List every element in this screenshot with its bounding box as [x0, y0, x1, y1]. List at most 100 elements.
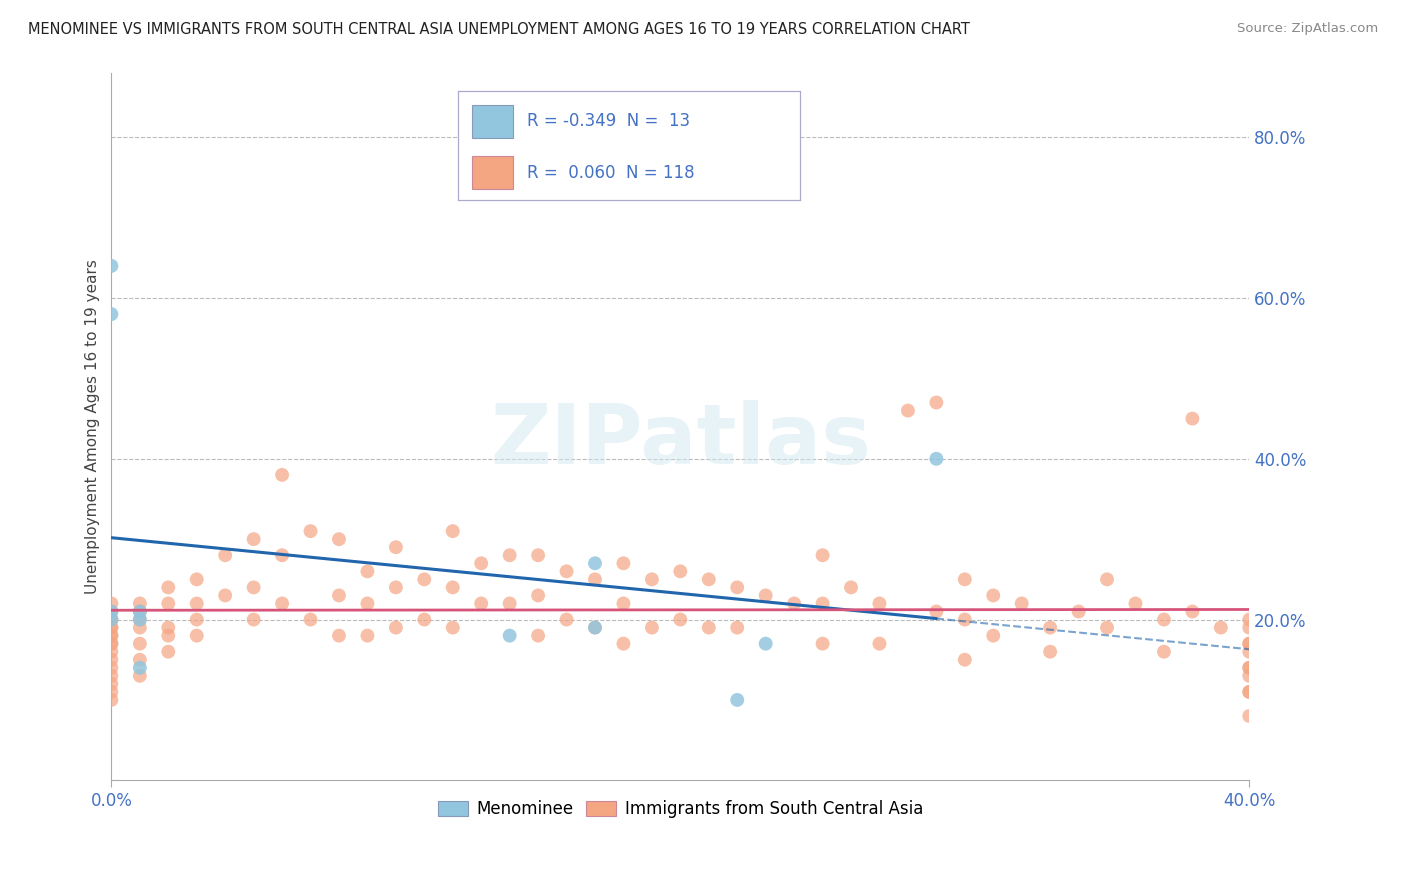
Point [981, 589, 1004, 603]
Point [100, 629, 122, 643]
Point [953, 613, 976, 627]
Point [157, 629, 180, 643]
Point [1209, 621, 1232, 635]
Point [385, 540, 408, 554]
Point [669, 564, 692, 578]
Point [100, 621, 122, 635]
Text: Source: ZipAtlas.com: Source: ZipAtlas.com [1237, 22, 1378, 36]
Point [128, 613, 150, 627]
Point [441, 581, 464, 595]
Text: MENOMINEE VS IMMIGRANTS FROM SOUTH CENTRAL ASIA UNEMPLOYMENT AMONG AGES 16 TO 19: MENOMINEE VS IMMIGRANTS FROM SOUTH CENTR… [28, 22, 970, 37]
Point [328, 532, 350, 546]
Point [1239, 685, 1261, 699]
Point [555, 613, 578, 627]
Point [869, 637, 891, 651]
Point [1239, 637, 1261, 651]
Point [271, 597, 294, 611]
Point [100, 637, 122, 651]
Point [242, 581, 264, 595]
Point [157, 597, 180, 611]
Point [1239, 661, 1261, 675]
Point [100, 613, 122, 627]
Point [1153, 645, 1175, 659]
Point [100, 621, 122, 635]
Point [612, 637, 634, 651]
Point [697, 573, 720, 587]
Point [441, 524, 464, 538]
Point [1181, 605, 1204, 619]
Point [385, 581, 408, 595]
Point [100, 645, 122, 659]
Point [583, 621, 606, 635]
Point [128, 597, 150, 611]
Point [157, 621, 180, 635]
Point [128, 661, 150, 675]
Point [925, 451, 948, 466]
Point [1239, 685, 1261, 699]
Point [755, 589, 778, 603]
Point [100, 605, 122, 619]
Point [1239, 621, 1261, 635]
Point [498, 597, 520, 611]
Point [413, 613, 436, 627]
Point [100, 661, 122, 675]
Point [100, 669, 122, 683]
Point [1239, 669, 1261, 683]
Point [669, 613, 692, 627]
Point [356, 597, 378, 611]
Point [271, 548, 294, 562]
Point [356, 629, 378, 643]
Point [1239, 613, 1261, 627]
Point [783, 597, 806, 611]
Point [897, 403, 920, 417]
Point [128, 621, 150, 635]
Point [527, 548, 550, 562]
Point [441, 621, 464, 635]
Point [100, 597, 122, 611]
Point [328, 629, 350, 643]
Point [583, 556, 606, 570]
Point [839, 581, 862, 595]
Point [100, 637, 122, 651]
Point [100, 685, 122, 699]
Point [1239, 637, 1261, 651]
Point [725, 693, 748, 707]
Point [128, 669, 150, 683]
Point [100, 653, 122, 667]
Point [498, 629, 520, 643]
Point [725, 621, 748, 635]
Point [498, 548, 520, 562]
Point [1067, 605, 1090, 619]
Point [1125, 597, 1147, 611]
Point [413, 573, 436, 587]
Point [1095, 573, 1118, 587]
Y-axis label: Unemployment Among Ages 16 to 19 years: Unemployment Among Ages 16 to 19 years [86, 260, 100, 594]
Point [925, 605, 948, 619]
Point [271, 467, 294, 482]
Point [100, 307, 122, 321]
Point [641, 621, 664, 635]
Point [100, 677, 122, 691]
Point [925, 395, 948, 409]
Point [612, 556, 634, 570]
Point [470, 597, 492, 611]
Point [1239, 709, 1261, 723]
Point [1039, 645, 1062, 659]
Point [100, 613, 122, 627]
Point [299, 524, 322, 538]
Point [1011, 597, 1033, 611]
Point [242, 613, 264, 627]
Point [328, 589, 350, 603]
Point [981, 629, 1004, 643]
Point [128, 605, 150, 619]
Point [1153, 613, 1175, 627]
Point [356, 564, 378, 578]
Point [186, 573, 208, 587]
Point [214, 589, 236, 603]
Point [1239, 661, 1261, 675]
Legend: Menominee, Immigrants from South Central Asia: Menominee, Immigrants from South Central… [430, 794, 929, 825]
Point [1181, 411, 1204, 425]
Point [157, 645, 180, 659]
Point [186, 613, 208, 627]
Point [953, 573, 976, 587]
